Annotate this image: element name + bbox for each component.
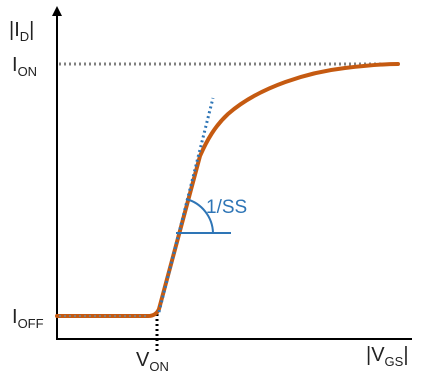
- y-axis-label: |ID|: [9, 19, 34, 44]
- x-axis-label: |VGS|: [366, 344, 409, 369]
- v-on-label: VON: [136, 349, 169, 374]
- i-on-label: ION: [12, 54, 37, 79]
- i-off-label: IOFF: [12, 306, 44, 331]
- slope-angle-arc: [185, 198, 214, 234]
- transfer-curve: [55, 62, 400, 318]
- y-axis-arrow: [52, 6, 62, 16]
- slope-label: 1/SS: [206, 197, 247, 218]
- slope-tangent-line: [157, 97, 215, 313]
